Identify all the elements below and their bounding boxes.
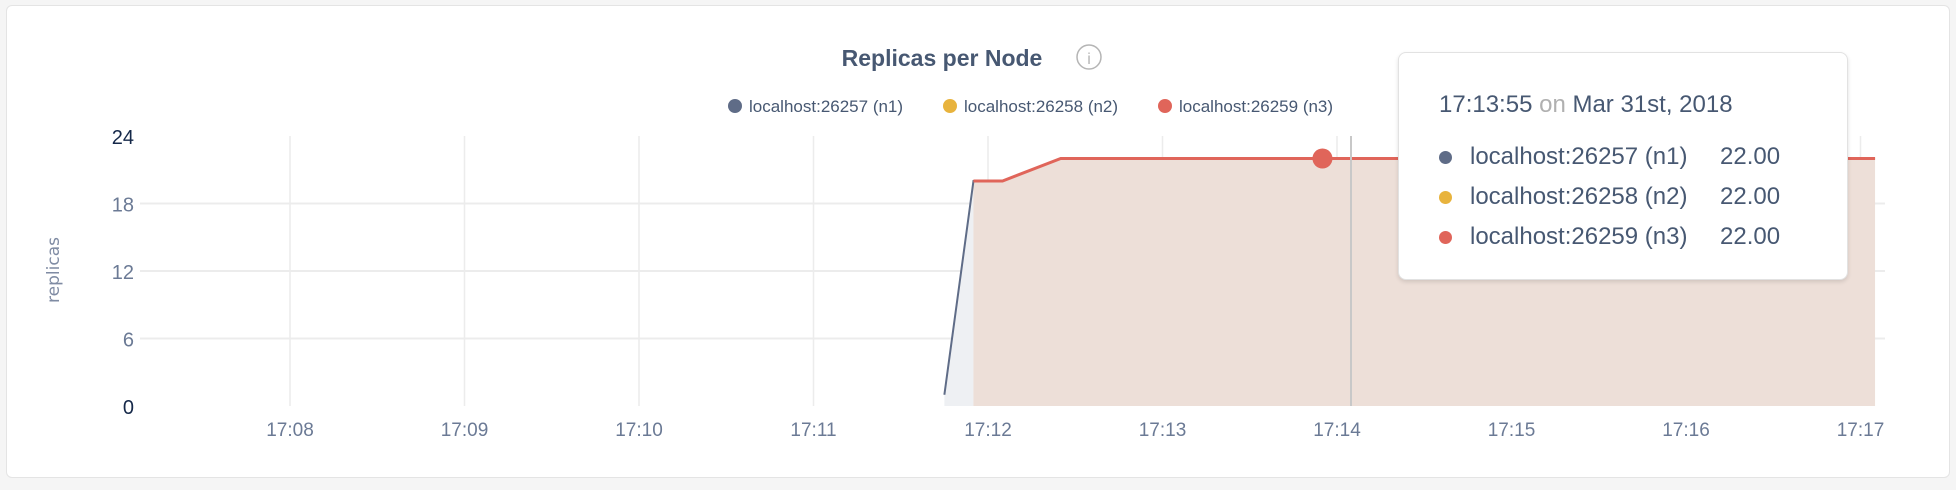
info-icon-glyph: i: [1087, 51, 1091, 68]
y-tick-label: 24: [112, 127, 134, 149]
x-tick-label: 17:16: [1662, 420, 1710, 441]
x-tick-label: 17:10: [615, 420, 663, 441]
series-dot-icon: [1439, 150, 1452, 164]
legend-dot-icon: [728, 99, 742, 113]
series-dot-icon: [1439, 190, 1452, 204]
info-icon: [1076, 44, 1102, 70]
x-tick-label: 17:15: [1488, 420, 1536, 441]
y-tick-label: 12: [112, 262, 134, 284]
tooltip-time: 17:13:55: [1439, 91, 1533, 118]
x-tick-label: 17:08: [266, 420, 314, 441]
tooltip-series-name: localhost:26257 (n1): [1470, 143, 1688, 170]
tooltip-series-name: localhost:26258 (n2): [1470, 183, 1688, 210]
legend-item: localhost:26259 (n3): [1179, 97, 1333, 116]
tooltip-row: localhost:26258 (n2) 22.00: [1439, 177, 1847, 217]
tooltip-date: Mar 31st, 2018: [1572, 91, 1733, 118]
legend-dot-icon: [943, 99, 957, 113]
legend-dot-icon: [1158, 99, 1172, 113]
x-tick-label: 17:17: [1837, 420, 1885, 441]
hover-point: [1312, 148, 1333, 169]
tooltip-value: 22.00: [1720, 143, 1781, 170]
y-tick-label: 18: [112, 195, 134, 217]
x-tick-label: 17:09: [441, 420, 489, 441]
chart-tooltip: 17:13:55 on Mar 31st, 2018 localhost:262…: [1398, 52, 1848, 280]
x-tick-label: 17:13: [1139, 420, 1187, 441]
tooltip-on: on: [1539, 91, 1566, 118]
series-dot-icon: [1439, 230, 1452, 244]
y-axis-label: replicas: [44, 237, 64, 303]
legend-item: localhost:26258 (n2): [964, 97, 1118, 116]
tooltip-series-name: localhost:26259 (n3): [1470, 223, 1688, 250]
tooltip-timestamp: 17:13:55 on Mar 31st, 2018: [1439, 91, 1847, 119]
x-tick-label: 17:12: [964, 420, 1012, 441]
tooltip-row: localhost:26257 (n1) 22.00: [1439, 137, 1847, 177]
x-tick-label: 17:11: [790, 420, 836, 441]
tooltip-value: 22.00: [1720, 183, 1781, 210]
y-tick-label: 0: [123, 397, 134, 419]
y-tick-label: 6: [123, 330, 134, 352]
legend-item: localhost:26257 (n1): [749, 97, 903, 116]
x-tick-label: 17:14: [1313, 420, 1361, 441]
tooltip-row: localhost:26259 (n3) 22.00: [1439, 217, 1847, 257]
chart-title: Replicas per Node: [842, 45, 1043, 71]
tooltip-value: 22.00: [1720, 223, 1781, 250]
